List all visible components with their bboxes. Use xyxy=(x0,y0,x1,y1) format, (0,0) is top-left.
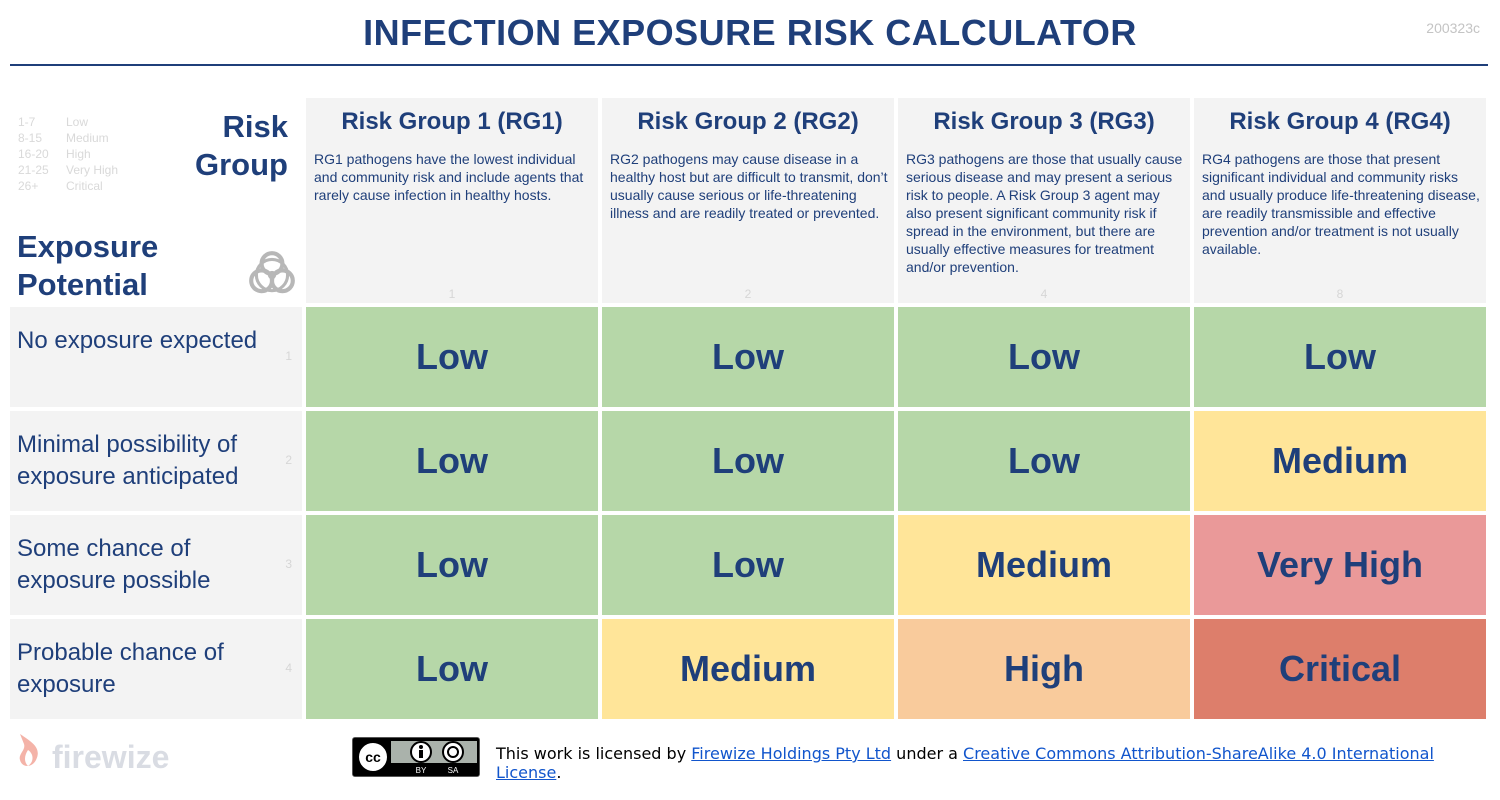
logo-text: firewize xyxy=(52,739,169,775)
legend-range: 16-20 xyxy=(18,147,49,161)
column-title: Risk Group 4 (RG4) xyxy=(1229,108,1451,135)
legend-row: 26+ Critical xyxy=(18,178,118,194)
row-label: Minimal possibility of exposure anticipa… xyxy=(17,431,239,490)
risk-cell: Low xyxy=(898,307,1190,407)
corner-header: 1-7 Low 8-15 Medium 16-20 High 21-25 Very Hi… xyxy=(10,98,302,303)
column-description: RG4 pathogens are those that present sig… xyxy=(1202,151,1480,257)
risk-cell: Low xyxy=(602,307,894,407)
exposure-line2: Potential xyxy=(17,267,148,302)
column-header-rg3: Risk Group 3 (RG3) RG3 pathogens are tho… xyxy=(898,98,1190,303)
risk-cell: Medium xyxy=(898,515,1190,615)
license-prefix: This work is licensed by xyxy=(496,744,692,763)
page-title: INFECTION EXPOSURE RISK CALCULATOR xyxy=(363,12,1137,53)
column-header-rg1: Risk Group 1 (RG1) RG1 pathogens have th… xyxy=(306,98,598,303)
legend-row: 16-20 High xyxy=(18,146,118,162)
column-title: Risk Group 3 (RG3) xyxy=(933,108,1155,135)
version-label: 200323c xyxy=(1426,20,1480,36)
risk-cell: Low xyxy=(602,411,894,511)
legend-row: 1-7 Low xyxy=(18,114,118,130)
column-weight: 2 xyxy=(744,287,752,301)
risk-cell: Very High xyxy=(1194,515,1486,615)
risk-cell: Low xyxy=(306,411,598,511)
legend-label: Critical xyxy=(66,179,103,193)
legend-label: Very High xyxy=(66,163,119,177)
row-header-3: Some chance of exposure possible 3 xyxy=(10,515,302,615)
license-middle: under a xyxy=(891,744,964,763)
legend-label: Medium xyxy=(66,131,109,145)
column-weight: 1 xyxy=(448,287,456,301)
row-header-4: Probable chance of exposure 4 xyxy=(10,619,302,719)
exposure-axis-label: Exposure Potential xyxy=(17,228,158,304)
license-text: This work is licensed by Firewize Holdin… xyxy=(496,744,1500,782)
risk-cell: Critical xyxy=(1194,619,1486,719)
cc-by-label: BY xyxy=(416,766,427,775)
exposure-line1: Exposure xyxy=(17,229,159,264)
risk-cell: Low xyxy=(306,307,598,407)
row-header-2: Minimal possibility of exposure anticipa… xyxy=(10,411,302,511)
score-legend: 1-7 Low 8-15 Medium 16-20 High 21-25 Very Hi… xyxy=(18,114,118,194)
legend-range: 26+ xyxy=(18,179,39,193)
biohazard-icon xyxy=(249,251,295,294)
column-header-rg2: Risk Group 2 (RG2) RG2 pathogens may cau… xyxy=(602,98,894,303)
legend-range: 21-25 xyxy=(18,163,49,177)
risk-cell: Medium xyxy=(602,619,894,719)
column-header-rg4: Risk Group 4 (RG4) RG4 pathogens are tho… xyxy=(1194,98,1486,303)
risk-cell: Low xyxy=(306,515,598,615)
legend-label: Low xyxy=(66,115,89,129)
share-alike-icon xyxy=(442,741,464,763)
firewize-logo: firewize xyxy=(19,734,169,775)
legend-label: High xyxy=(66,147,91,161)
column-description: RG2 pathogens may cause disease in a hea… xyxy=(610,151,888,221)
cc-sa-label: SA xyxy=(448,766,459,775)
risk-cell: Low xyxy=(898,411,1190,511)
row-weight: 4 xyxy=(285,661,292,675)
row-label: Some chance of exposure possible xyxy=(17,535,211,594)
cc-icon xyxy=(357,741,389,773)
legend-range: 1-7 xyxy=(18,115,36,129)
column-description: RG1 pathogens have the lowest individual… xyxy=(314,151,584,203)
risk-cell: Medium xyxy=(1194,411,1486,511)
title-divider xyxy=(10,64,1488,66)
row-weight: 3 xyxy=(285,557,292,571)
row-header-1: No exposure expected 1 xyxy=(10,307,302,407)
row-weight: 2 xyxy=(285,453,292,467)
legend-row: 21-25 Very High xyxy=(18,162,118,178)
risk-cell: Low xyxy=(1194,307,1486,407)
column-title: Risk Group 2 (RG2) xyxy=(637,108,859,135)
license-holder-link[interactable]: Firewize Holdings Pty Ltd xyxy=(691,744,892,763)
risk-cell: Low xyxy=(602,515,894,615)
legend-range: 8-15 xyxy=(18,131,43,145)
legend-row: 8-15 Medium xyxy=(18,130,118,146)
license-name-link[interactable]: Creative Commons Attribution-ShareAlike … xyxy=(496,744,1434,782)
column-weight: 8 xyxy=(1336,287,1344,301)
svg-text:cc: cc xyxy=(365,749,381,765)
column-description: RG3 pathogens are those that usually cau… xyxy=(906,151,1183,275)
risk-group-line2: Group xyxy=(195,147,288,182)
cc-by-sa-badge[interactable]: cc BY SA xyxy=(352,737,480,777)
row-label: No exposure expected xyxy=(17,327,258,354)
column-weight: 4 xyxy=(1040,287,1048,301)
risk-group-axis-label: Risk Group xyxy=(195,108,288,184)
license-suffix: . xyxy=(556,763,562,782)
row-weight: 1 xyxy=(285,349,292,363)
risk-cell: High xyxy=(898,619,1190,719)
risk-group-line1: Risk xyxy=(222,109,288,144)
risk-cell: Low xyxy=(306,619,598,719)
column-title: Risk Group 1 (RG1) xyxy=(341,108,563,135)
row-label: Probable chance of exposure xyxy=(17,639,224,698)
